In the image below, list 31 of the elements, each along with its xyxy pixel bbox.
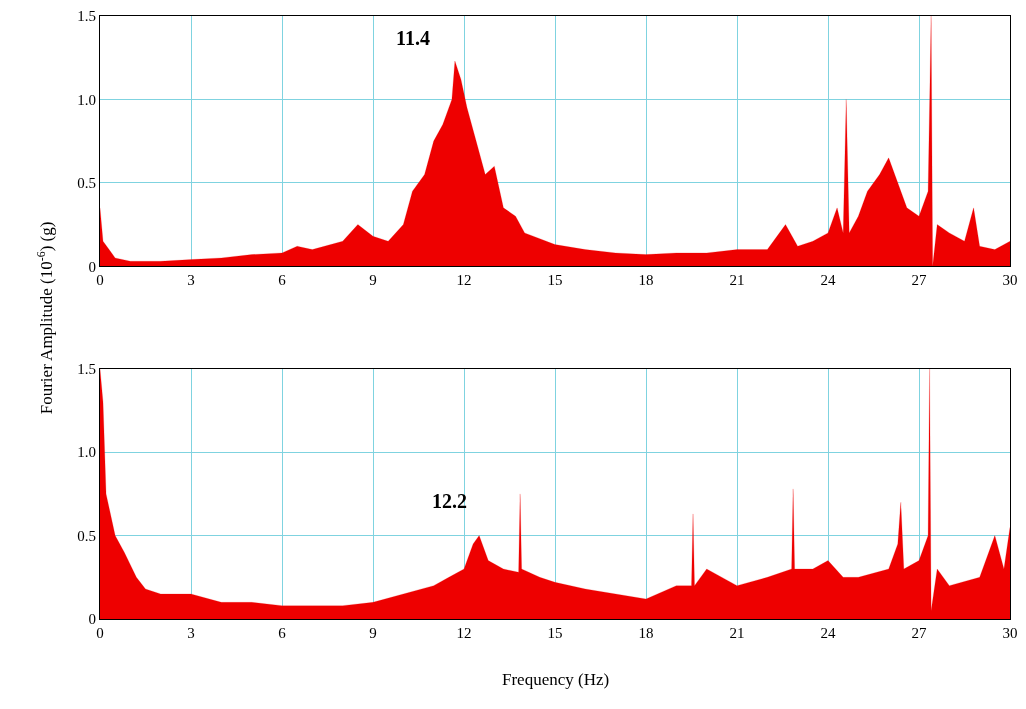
y-tick-label: 1.5	[77, 361, 96, 378]
x-tick-label: 9	[369, 272, 377, 289]
x-tick-label: 12	[456, 272, 472, 289]
y-tick-label: 1.5	[77, 8, 96, 25]
x-tick-label: 18	[638, 625, 654, 641]
x-tick-label: 6	[278, 272, 287, 289]
x-tick-label: 30	[1002, 625, 1018, 641]
x-tick-label: 24	[820, 272, 836, 289]
x-tick-label: 6	[278, 625, 287, 641]
x-axis-title: Frequency (Hz)	[502, 670, 610, 689]
y-tick-label: 1.0	[77, 91, 96, 108]
x-tick-label: 15	[547, 625, 563, 641]
x-tick-label: 9	[369, 625, 377, 641]
x-tick-label: 21	[729, 272, 745, 289]
y-tick-label: 0	[88, 611, 96, 628]
y-tick-label: 0.5	[77, 527, 96, 544]
annotation: 12.2	[432, 490, 467, 512]
x-tick-label: 27	[911, 625, 927, 641]
x-tick-label: 12	[456, 625, 472, 641]
x-tick-label: 3	[187, 272, 195, 289]
y-tick-label: 0	[88, 258, 96, 275]
annotation: 11.4	[396, 27, 430, 49]
x-tick-label: 15	[547, 272, 563, 289]
x-tick-label: 27	[911, 272, 927, 289]
x-tick-label: 24	[820, 625, 836, 641]
x-tick-label: 18	[638, 272, 654, 289]
x-tick-label: 21	[729, 625, 745, 641]
x-tick-label: 30	[1002, 272, 1018, 289]
y-tick-label: 1.0	[77, 444, 96, 461]
y-tick-label: 0.5	[77, 175, 96, 192]
x-tick-label: 3	[187, 625, 195, 641]
